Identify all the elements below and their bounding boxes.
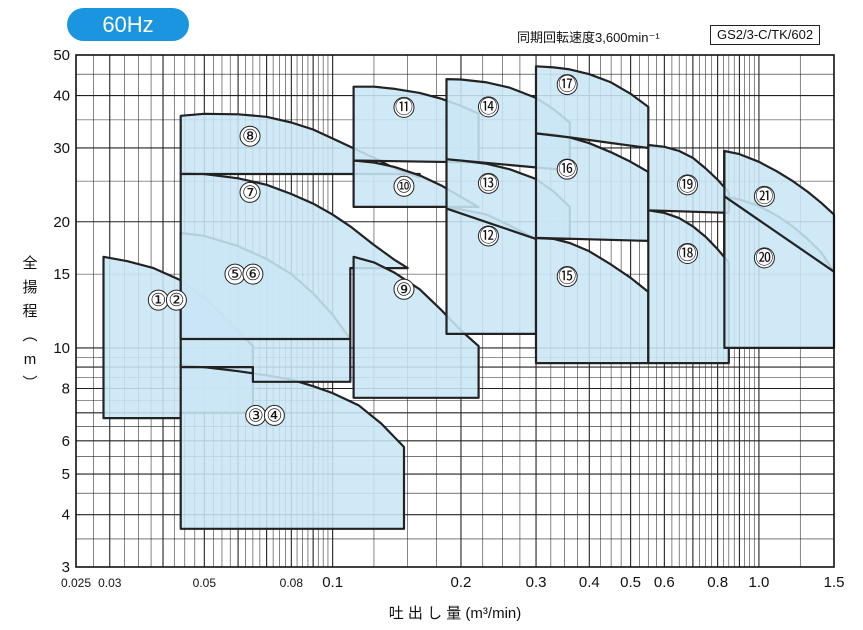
region-marker [556, 266, 578, 288]
region-label: ⑰ [558, 75, 576, 96]
region-marker [477, 225, 499, 247]
y-tick-label: 20 [53, 214, 70, 231]
x-tick-label: 0.4 [579, 574, 600, 591]
axis-ticks: 0.025 0.03 0.05 0.08 0.1 0.2 0.3 0.4 0.5 0.6 0.8 1.… [53, 47, 844, 591]
region-label: ⑧ [242, 126, 258, 147]
region-marker [556, 74, 578, 96]
y-tick-label: 8 [62, 381, 70, 398]
region-label: ⑬ [479, 173, 497, 194]
model-label: GS2/3-C/TK/602 [710, 25, 821, 45]
speed-label: 同期回転速度3,600min⁻¹ [517, 30, 660, 45]
region-marker [753, 185, 775, 207]
x-tick-label: 0.8 [707, 574, 728, 591]
y-tick-label: 5 [62, 466, 70, 483]
region-marker [393, 175, 415, 197]
region-label: ⑱ [679, 243, 697, 264]
x-tick-label: 0.1 [322, 574, 343, 591]
region-marker [239, 125, 261, 147]
region-marker [677, 242, 699, 264]
region-label: ⑫ [479, 226, 497, 247]
region-label: ⑲ [679, 175, 697, 196]
x-tick-label: 0.03 [98, 576, 122, 590]
y-tick-label: 6 [62, 433, 70, 450]
y-tick-label: 15 [53, 266, 70, 283]
y-tick-label: 30 [53, 140, 70, 157]
region-label: ㉑ [755, 186, 773, 207]
pump-region [723, 149, 836, 273]
region-marker [477, 96, 499, 118]
region-label: ③ [248, 405, 264, 426]
x-axis-title: 吐 出 し 量 (m³/min) [389, 605, 522, 622]
region-marker [677, 174, 699, 196]
region-label: ⑭ [479, 97, 497, 118]
region-label: ⑥ [245, 264, 261, 285]
region-marker [165, 289, 187, 311]
region-label: ⑤ [227, 264, 243, 285]
x-tick-label: 0.6 [654, 574, 675, 591]
y-axis-title: 全揚程︵ m ︶ [22, 254, 37, 392]
x-tick-label: 1.0 [749, 574, 770, 591]
plot-border [75, 54, 835, 568]
region-label: ⑳ [755, 248, 773, 269]
y-tick-label: 40 [53, 88, 70, 105]
x-tick-label: 1.5 [824, 574, 845, 591]
axis-titles: 吐 出 し 量 (m³/min) 全揚程︵ m ︶ [22, 254, 521, 622]
pump-region [534, 65, 650, 150]
region-marker [556, 158, 578, 180]
x-tick-label: 0.5 [620, 574, 641, 591]
pump-region [534, 236, 650, 365]
x-tick-label: 0.08 [280, 576, 304, 590]
region-marker [393, 278, 415, 300]
plot-frame [75, 54, 835, 568]
region-marker [263, 404, 285, 426]
pump-region [179, 364, 406, 530]
y-tick-label: 3 [62, 559, 70, 576]
region-label: ④ [266, 405, 282, 426]
pump-regions: ① ② ③ ④ ⑤ ⑥ ⑦ ⑧ ⑨ ⑩ ⑪ ⑫ ⑬ ⑭ ⑮ ⑯ ⑰ ⑱ ⑲ ⑳ ㉑ [102, 65, 836, 530]
y-tick-label: 4 [62, 507, 70, 524]
region-label: ⑪ [395, 97, 413, 118]
pump-region [647, 209, 730, 365]
y-tick-label: 50 [53, 47, 70, 64]
region-marker [393, 96, 415, 118]
region-label: ⑩ [396, 176, 412, 197]
region-marker [239, 181, 261, 203]
region-label: ⑮ [558, 267, 576, 288]
region-marker [477, 172, 499, 194]
region-label: ⑯ [558, 159, 576, 180]
region-label: ② [168, 290, 184, 311]
x-tick-label: 0.2 [451, 574, 472, 591]
x-tick-label: 0.05 [193, 576, 217, 590]
region-label: ① [150, 290, 166, 311]
region-marker [753, 247, 775, 269]
region-label: ⑨ [396, 279, 412, 300]
frequency-badge: 60Hz [67, 8, 189, 41]
y-tick-label: 10 [53, 340, 70, 357]
region-marker [242, 263, 264, 285]
region-label: ⑦ [242, 182, 258, 203]
pump-region [179, 171, 409, 341]
x-tick-label: 0.025 [61, 576, 91, 590]
x-tick-label: 0.3 [526, 574, 547, 591]
pump-region [534, 132, 650, 242]
